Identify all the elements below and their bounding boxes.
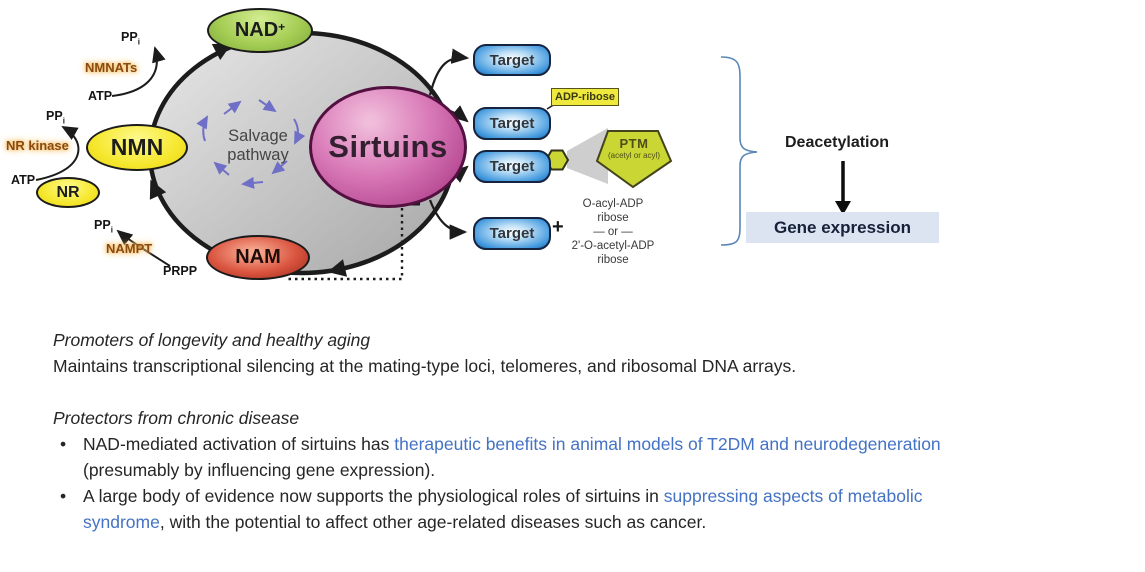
- magnify-beam: [567, 128, 608, 184]
- promoters-body: Maintains transcriptional silencing at t…: [53, 356, 797, 376]
- enzyme-label-nmnats: NMNATs: [85, 60, 138, 75]
- nad-node: NAD +: [207, 8, 313, 53]
- adp-ribose-tag: ADP-ribose: [551, 88, 619, 106]
- protectors-heading: Protectors from chronic disease: [53, 408, 300, 428]
- promoters-heading: Promoters of longevity and healthy aging: [53, 330, 371, 350]
- nmn-node: NMN: [86, 124, 188, 171]
- target-box-4: Target: [473, 217, 551, 250]
- ptm-pentagon: [595, 130, 673, 189]
- enzyme-label-nr-kinase: NR kinase: [6, 138, 69, 153]
- salvage-arrows: [196, 99, 306, 189]
- prpp-label: PRPP: [163, 264, 198, 278]
- target-box-2: Target: [473, 107, 551, 140]
- salvage-pathway-label: Salvage pathway: [227, 127, 289, 164]
- nad-label: NAD: [234, 19, 279, 41]
- reaction-products-text: O-acyl-ADP ribose — or — 2'-O-acetyl-ADP…: [571, 198, 655, 266]
- reaction-arrow-nmnats: [111, 46, 166, 97]
- target-box-3: Target: [473, 150, 551, 183]
- target-box-1: Target: [473, 44, 551, 76]
- pp-label-left: PPi: [46, 109, 65, 126]
- ptm-label: PTM (acetyl or acyl): [607, 136, 660, 160]
- brace: [720, 56, 758, 246]
- highlight-metabolic-syndrome: suppressing aspects of metabolic syndrom…: [83, 486, 923, 532]
- nad-superscript: +: [278, 19, 286, 34]
- reaction-arrow-nampt: [116, 229, 171, 267]
- atp-label-left: ATP: [11, 173, 36, 187]
- sirtuins-node: Sirtuins: [309, 86, 467, 208]
- bullet-item-1: NAD-mediated activation of sirtuins has …: [53, 431, 1108, 483]
- pp-label-bottom: PPi: [94, 218, 113, 235]
- plus-sign: +: [552, 216, 564, 238]
- gene-expression-box: Gene expression: [746, 212, 939, 243]
- highlight-therapeutic-benefits: therapeutic benefits in animal models of…: [394, 434, 941, 454]
- notes-section: Promoters of longevity and healthy aging…: [53, 327, 1108, 535]
- down-arrow: [835, 161, 851, 215]
- nam-node: NAM: [206, 235, 310, 280]
- protectors-bullet-list: NAD-mediated activation of sirtuins has …: [53, 431, 1108, 535]
- reaction-arrow-nr-kinase: [35, 126, 80, 181]
- atp-label-top: ATP: [88, 89, 113, 103]
- bullet-item-2: A large body of evidence now supports th…: [53, 483, 1108, 535]
- ptm-hexagon-icon: [544, 149, 570, 171]
- nr-node: NR: [36, 177, 100, 208]
- pp-label-top: PPi: [121, 30, 140, 47]
- enzyme-label-nampt: NAMPT: [106, 241, 153, 256]
- reaction-arrows: [35, 46, 171, 267]
- deacetylation-label: Deacetylation: [785, 134, 890, 151]
